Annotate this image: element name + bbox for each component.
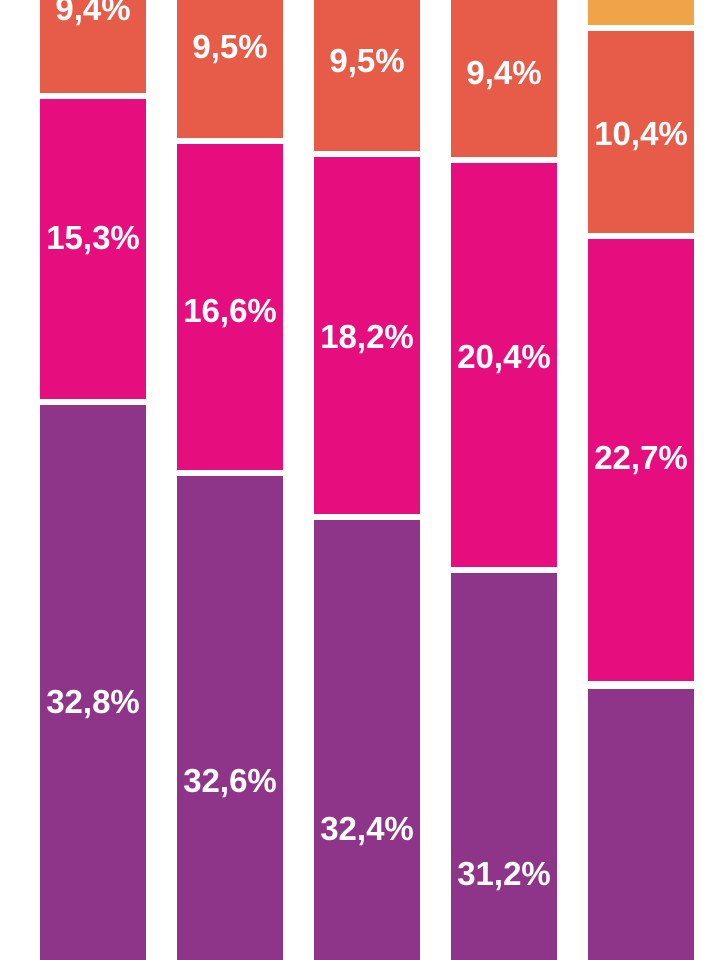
- bar-3-purple-value-label: 32,4%: [320, 810, 414, 847]
- bar-3-purple-segment: [314, 520, 420, 960]
- bar-4-orange-segment: [451, 0, 557, 157]
- bar-2-pink-value-label: 16,6%: [183, 292, 277, 329]
- bar-2-pink-segment: [177, 144, 283, 470]
- bar-2-purple-segment: [177, 476, 283, 960]
- bar-5-purple-segment: [588, 689, 694, 960]
- bar-5-orange-segment: [588, 31, 694, 233]
- bar-5-orange-value-label: 10,4%: [594, 115, 688, 152]
- bar-4-pink-value-label: 20,4%: [457, 338, 551, 375]
- bar-3-pink-segment: [314, 157, 420, 514]
- bar-4-purple-value-label: 31,2%: [457, 855, 551, 892]
- bar-5-pink-segment: [588, 239, 694, 681]
- bar-1-pink-value-label: 15,3%: [46, 219, 140, 256]
- bar-3-orange-value-label: 9,5%: [329, 42, 405, 79]
- bar-1-purple-value-label: 32,8%: [46, 683, 140, 720]
- bar-1-pink-segment: [40, 99, 146, 399]
- bar-1-purple-segment: [40, 405, 146, 960]
- bar-4-pink-segment: [451, 163, 557, 567]
- bar-1-orange-value-label: 9,4%: [55, 0, 131, 27]
- bar-2-purple-value-label: 32,6%: [183, 762, 277, 799]
- bar-2-orange-segment: [177, 0, 283, 138]
- bar-4-purple-segment: [451, 573, 557, 960]
- bar-3-pink-value-label: 18,2%: [320, 318, 414, 355]
- bar-3-orange-segment: [314, 0, 420, 151]
- bar-4-orange-value-label: 9,4%: [466, 54, 542, 91]
- bar-1-orange-segment: [40, 0, 146, 93]
- bar-5-amber-segment: [588, 0, 694, 25]
- bar-2-orange-value-label: 9,5%: [192, 28, 268, 65]
- bar-5-pink-value-label: 22,7%: [594, 439, 688, 476]
